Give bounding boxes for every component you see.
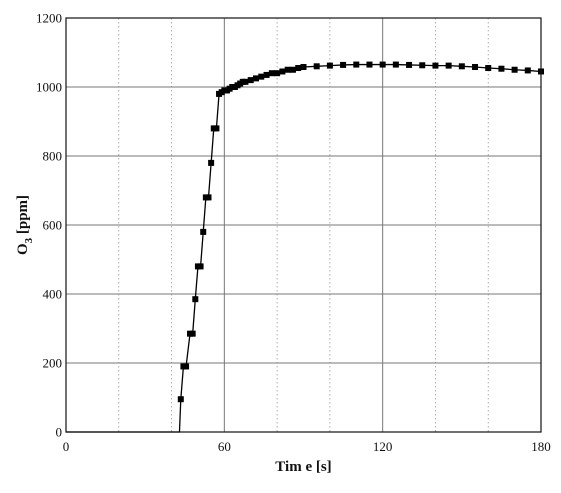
y-tick-label: 800 [43, 149, 63, 164]
y-axis-title-main: O [15, 243, 31, 255]
data-point [284, 66, 291, 73]
data-point [353, 61, 360, 68]
tick-label-layer: 0 60 120 180 0 200 400 600 800 1000 1200 [36, 11, 551, 455]
data-point [242, 78, 249, 85]
data-point [183, 363, 190, 370]
data-point [258, 73, 265, 80]
data-point [313, 63, 320, 70]
data-point [279, 68, 286, 75]
y-axis-title-subscript: 3 [23, 237, 35, 243]
data-point [432, 62, 439, 69]
series-layer [66, 61, 544, 433]
data-point [200, 228, 207, 235]
data-point [274, 70, 281, 77]
data-point [268, 70, 275, 77]
data-point [289, 66, 296, 73]
data-point [379, 61, 386, 68]
y-tick-label: 400 [43, 287, 63, 302]
data-point [445, 62, 452, 69]
data-point [189, 330, 196, 337]
data-point [406, 61, 413, 68]
y-axis-title-unit: [ppm] [15, 195, 31, 238]
data-point [326, 62, 333, 69]
y-tick-label: 200 [43, 356, 63, 371]
data-point [458, 63, 465, 70]
grid-layer [66, 18, 541, 432]
data-point [197, 263, 204, 270]
data-point [300, 63, 307, 70]
y-tick-label: 600 [43, 218, 63, 233]
y-tick-label: 1000 [36, 80, 62, 95]
x-axis-title: Tim e [s] [275, 459, 331, 475]
data-point [485, 65, 492, 72]
data-point [498, 65, 505, 72]
data-point [472, 63, 479, 70]
data-point [208, 159, 215, 166]
x-tick-label: 60 [218, 439, 231, 454]
data-point [213, 125, 220, 132]
data-point [192, 296, 199, 303]
data-point [366, 61, 373, 68]
y-axis-title: O3 [ppm] [15, 195, 35, 255]
data-point [205, 194, 212, 201]
data-point [419, 62, 426, 69]
y-tick-label: 0 [56, 425, 63, 440]
data-point [392, 61, 399, 68]
x-tick-label: 120 [373, 439, 393, 454]
data-point [177, 396, 184, 403]
data-point [340, 61, 347, 68]
data-point [295, 65, 302, 72]
y-tick-label: 1200 [36, 11, 62, 26]
data-point [253, 75, 259, 82]
data-point [524, 67, 531, 74]
x-tick-label: 180 [531, 439, 551, 454]
data-point [263, 71, 270, 78]
x-tick-label: 0 [63, 439, 70, 454]
data-point [247, 77, 254, 84]
plot-frame [65, 17, 542, 433]
data-point [511, 66, 518, 73]
